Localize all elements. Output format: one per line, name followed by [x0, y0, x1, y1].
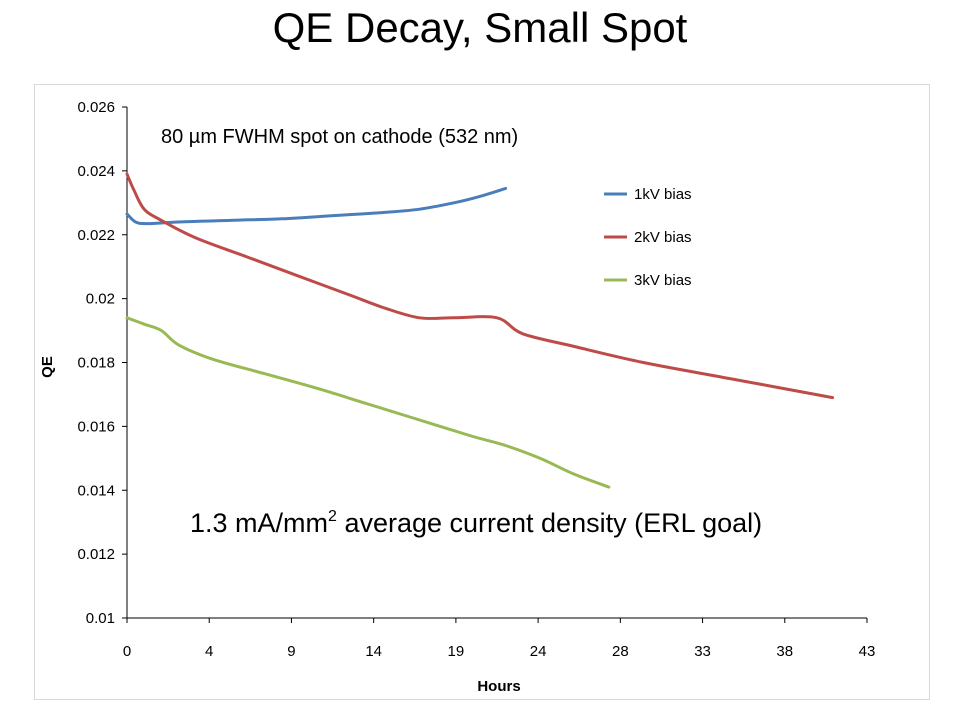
y-tick-label: 0.014 — [77, 482, 115, 499]
x-tick-label: 38 — [776, 643, 793, 660]
x-tick-label: 24 — [530, 643, 547, 660]
density-prefix: 1.3 mA/mm — [190, 508, 328, 538]
legend-label-1kv-bias: 1kV bias — [634, 186, 692, 203]
x-tick-label: 33 — [694, 643, 711, 660]
series-line-3kv-bias — [125, 316, 611, 489]
legend-label-2kv-bias: 2kV bias — [634, 229, 692, 246]
y-tick-label: 0.02 — [86, 291, 115, 308]
y-tick-label: 0.022 — [77, 227, 115, 244]
x-ticks: 0 4 9 14 19 24 28 33 38 43 — [123, 618, 876, 660]
x-tick-label: 43 — [859, 643, 876, 660]
axes — [126, 107, 867, 619]
y-tick-label: 0.018 — [77, 355, 115, 372]
slide-title: QE Decay, Small Spot — [272, 4, 688, 51]
legend-label-3kv-bias: 3kV bias — [634, 272, 692, 289]
chart-frame — [34, 84, 930, 700]
x-tick-label: 0 — [123, 643, 131, 660]
series-line-2kv-bias — [125, 172, 835, 400]
y-tick-label: 0.024 — [77, 163, 115, 180]
series-lines — [125, 172, 835, 489]
density-suffix: average current density (ERL goal) — [337, 508, 762, 538]
density-superscript: 2 — [328, 508, 337, 525]
y-axis-title: QE — [39, 356, 56, 378]
y-tick-label: 0.01 — [86, 610, 115, 627]
y-tick-label: 0.016 — [77, 418, 115, 435]
current-density-annotation: 1.3 mA/mm2 average current density (ERL … — [190, 508, 762, 538]
spot-annotation: 80 µm FWHM spot on cathode (532 nm) — [161, 126, 518, 148]
legend: 1kV bias 2kV bias 3kV bias — [604, 186, 692, 289]
x-tick-label: 9 — [287, 643, 295, 660]
x-tick-label: 14 — [365, 643, 382, 660]
x-tick-label: 4 — [205, 643, 213, 660]
series-line-1kv-bias — [125, 186, 508, 226]
y-tick-label: 0.026 — [77, 99, 115, 116]
x-axis-title: Hours — [477, 678, 520, 695]
y-tick-label: 0.012 — [77, 546, 115, 563]
y-ticks: 0.026 0.024 0.022 0.02 0.018 0.016 0.014 0.012 0… — [77, 99, 127, 627]
x-tick-label: 19 — [448, 643, 465, 660]
x-tick-label: 28 — [612, 643, 629, 660]
